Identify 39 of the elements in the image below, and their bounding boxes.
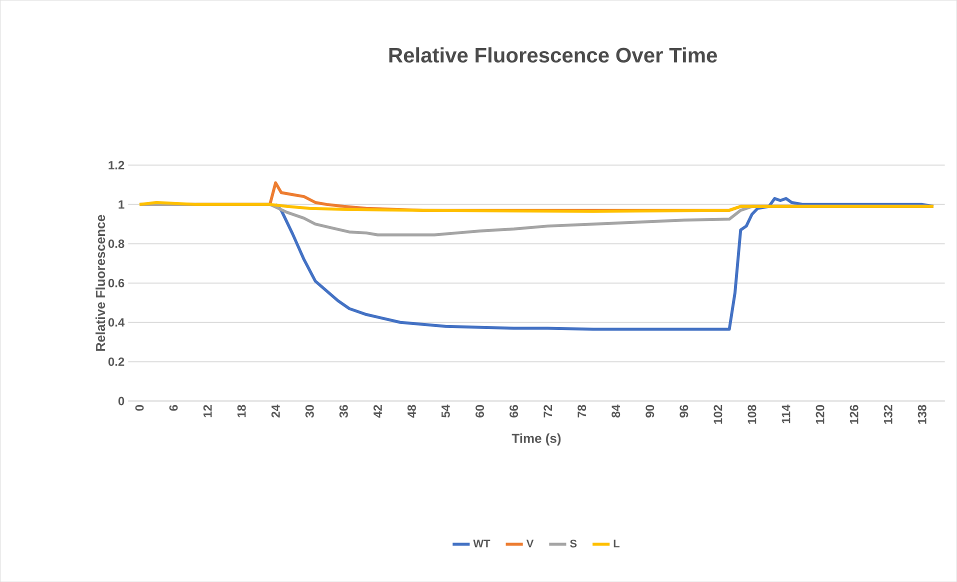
y-tick-label: 0.2	[108, 357, 124, 366]
line-series	[138, 200, 935, 213]
x-tick-label: 18	[237, 404, 246, 418]
y-tick-label: 0	[118, 396, 124, 406]
x-tick-label: 90	[646, 404, 654, 418]
x-tick-label: 114	[782, 404, 790, 424]
x-axis-title: Time (s)	[512, 433, 561, 446]
y-tick-label: 1.2	[108, 160, 124, 170]
x-tick-label: 42	[374, 404, 382, 418]
x-tick-label: 60	[476, 404, 484, 418]
chart-title: Relative Fluorescence Over Time	[389, 47, 717, 63]
legend-label: L	[614, 540, 620, 548]
y-tick-label: 1	[118, 200, 124, 208]
y-tick-label: 0.4	[108, 318, 125, 327]
x-tick-label: 84	[612, 404, 620, 418]
x-tick-label: 132	[884, 404, 892, 424]
legend-label: S	[570, 540, 577, 548]
x-tick-label: 24	[271, 404, 280, 418]
x-tick-label: 72	[544, 404, 552, 418]
y-tick-label: 0.8	[108, 239, 124, 248]
x-tick-label: 108	[748, 404, 756, 424]
x-tick-label: 0	[135, 404, 144, 411]
x-tick-label: 12	[203, 404, 212, 418]
x-tick-label: 48	[407, 404, 416, 418]
x-tick-label: 126	[850, 404, 858, 424]
x-tick-label: 36	[339, 404, 348, 418]
x-tick-label: 102	[714, 404, 722, 424]
x-tick-label: 66	[510, 404, 518, 418]
x-tick-label: 78	[578, 404, 586, 418]
x-tick-label: 138	[918, 404, 926, 424]
y-axis-title: Relative Fluorescence	[96, 214, 106, 351]
x-tick-label: 120	[816, 404, 824, 424]
y-tick-label: 0.6	[108, 278, 124, 288]
x-tick-label: 6	[169, 404, 178, 411]
legend-label: V	[526, 540, 534, 548]
legend-label: WT	[473, 540, 490, 548]
x-tick-label: 54	[442, 404, 450, 418]
x-tick-label: 30	[305, 404, 314, 418]
x-tick-label: 96	[680, 404, 688, 418]
